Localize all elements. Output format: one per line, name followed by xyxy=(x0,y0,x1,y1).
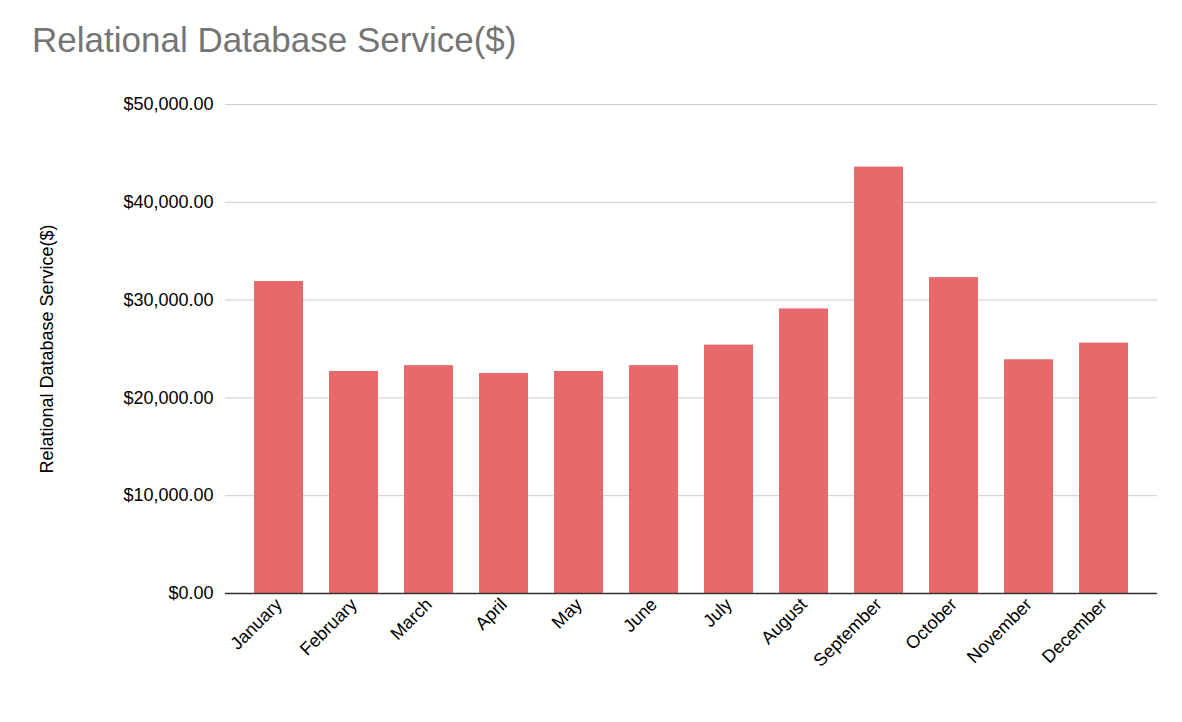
svg-text:November: November xyxy=(963,594,1036,667)
svg-text:April: April xyxy=(471,594,511,634)
svg-text:May: May xyxy=(548,594,586,632)
svg-text:$10,000.00: $10,000.00 xyxy=(123,485,213,505)
svg-text:$30,000.00: $30,000.00 xyxy=(123,290,213,310)
svg-text:Relational Database Service($): Relational Database Service($) xyxy=(37,224,57,473)
svg-text:February: February xyxy=(296,594,361,659)
svg-text:$50,000.00: $50,000.00 xyxy=(123,94,213,114)
svg-text:December: December xyxy=(1038,594,1111,667)
svg-text:October: October xyxy=(901,594,960,653)
svg-text:$0.00: $0.00 xyxy=(168,583,213,603)
svg-text:January: January xyxy=(226,594,285,653)
html-text:Relational Database Service($): Relational Database Service($) xyxy=(32,20,517,59)
svg-text:August: August xyxy=(757,594,811,648)
svg-text:September: September xyxy=(809,594,885,670)
svg-text:June: June xyxy=(619,594,661,636)
svg-text:July: July xyxy=(699,594,736,631)
svg-text:$20,000.00: $20,000.00 xyxy=(123,388,213,408)
svg-text:March: March xyxy=(386,594,436,644)
svg-text:$40,000.00: $40,000.00 xyxy=(123,192,213,212)
